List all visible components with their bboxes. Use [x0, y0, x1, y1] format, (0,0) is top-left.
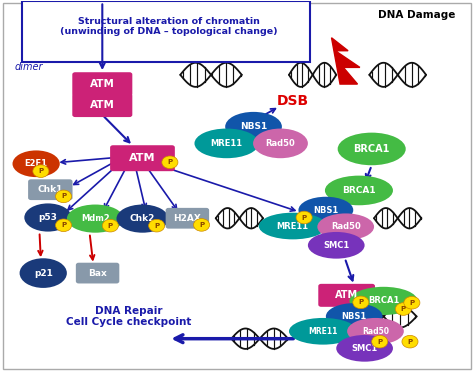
Text: ATM: ATM	[335, 290, 358, 300]
Circle shape	[162, 156, 178, 169]
FancyBboxPatch shape	[76, 263, 119, 283]
Text: P: P	[61, 193, 66, 199]
Text: Rad50: Rad50	[362, 327, 389, 336]
Ellipse shape	[259, 213, 327, 239]
Text: DSB: DSB	[277, 94, 309, 108]
Ellipse shape	[19, 258, 67, 288]
Text: P: P	[61, 222, 66, 228]
Text: Rad50: Rad50	[331, 222, 361, 231]
Circle shape	[55, 219, 72, 232]
Text: Chk2: Chk2	[130, 214, 155, 223]
Text: Chk1: Chk1	[37, 185, 63, 194]
Ellipse shape	[117, 205, 168, 233]
Polygon shape	[331, 38, 360, 84]
Circle shape	[395, 303, 411, 315]
Text: P: P	[38, 168, 44, 174]
Text: H2AX: H2AX	[173, 214, 201, 223]
Ellipse shape	[326, 303, 383, 330]
FancyBboxPatch shape	[165, 208, 209, 229]
Text: BRCA1: BRCA1	[354, 144, 390, 154]
Ellipse shape	[318, 214, 374, 240]
Ellipse shape	[337, 133, 406, 165]
Text: dimer: dimer	[15, 62, 43, 73]
Text: P: P	[358, 299, 364, 305]
Text: SMC1: SMC1	[323, 241, 349, 250]
Text: E2F1: E2F1	[25, 159, 48, 168]
FancyBboxPatch shape	[22, 1, 310, 62]
Circle shape	[55, 190, 72, 203]
Text: Bax: Bax	[88, 269, 107, 278]
Text: NBS1: NBS1	[240, 122, 267, 131]
Text: MRE11: MRE11	[210, 139, 243, 148]
Text: p21: p21	[34, 269, 53, 278]
Circle shape	[372, 335, 388, 348]
Circle shape	[149, 219, 164, 232]
Text: DNA Damage: DNA Damage	[378, 10, 456, 20]
Text: P: P	[199, 222, 204, 228]
Ellipse shape	[253, 129, 308, 158]
Text: P: P	[167, 159, 173, 165]
Text: P: P	[408, 339, 412, 344]
Ellipse shape	[67, 205, 124, 233]
Text: BRCA1: BRCA1	[342, 186, 376, 195]
Text: p53: p53	[38, 213, 57, 222]
Text: Rad50: Rad50	[265, 139, 295, 148]
Ellipse shape	[325, 176, 393, 205]
Text: P: P	[301, 215, 307, 221]
Ellipse shape	[299, 197, 353, 224]
Circle shape	[404, 296, 420, 309]
FancyBboxPatch shape	[73, 72, 132, 96]
Ellipse shape	[24, 203, 72, 232]
Text: ATM: ATM	[129, 153, 156, 163]
Text: Structural alteration of chromatin
(unwinding of DNA – topological change): Structural alteration of chromatin (unwi…	[60, 17, 277, 36]
Ellipse shape	[347, 318, 404, 344]
Ellipse shape	[12, 150, 60, 177]
Text: ATM: ATM	[90, 79, 115, 89]
Text: SMC1: SMC1	[352, 344, 378, 353]
Ellipse shape	[336, 335, 393, 362]
Ellipse shape	[308, 232, 365, 259]
Circle shape	[296, 211, 312, 224]
Text: MRE11: MRE11	[277, 221, 309, 231]
Text: P: P	[154, 223, 159, 229]
Text: ATM: ATM	[90, 100, 115, 110]
Ellipse shape	[194, 129, 259, 158]
Text: DNA Repair
Cell Cycle checkpoint: DNA Repair Cell Cycle checkpoint	[65, 306, 191, 327]
Text: P: P	[401, 306, 406, 312]
Circle shape	[193, 219, 210, 231]
Ellipse shape	[289, 318, 357, 344]
Text: BRCA1: BRCA1	[368, 296, 399, 305]
Ellipse shape	[225, 112, 282, 141]
Circle shape	[353, 296, 369, 309]
FancyBboxPatch shape	[73, 93, 132, 117]
Text: P: P	[108, 223, 113, 229]
Text: MRE11: MRE11	[308, 327, 337, 336]
Circle shape	[33, 165, 49, 177]
Text: P: P	[410, 300, 414, 306]
Circle shape	[102, 219, 118, 232]
FancyBboxPatch shape	[110, 145, 175, 171]
Ellipse shape	[349, 287, 418, 315]
Text: NBS1: NBS1	[313, 206, 338, 215]
FancyBboxPatch shape	[318, 284, 375, 307]
Text: Mdm2: Mdm2	[81, 214, 109, 223]
FancyBboxPatch shape	[28, 179, 73, 200]
Text: NBS1: NBS1	[342, 312, 367, 321]
Circle shape	[402, 335, 418, 348]
Text: P: P	[377, 339, 383, 344]
